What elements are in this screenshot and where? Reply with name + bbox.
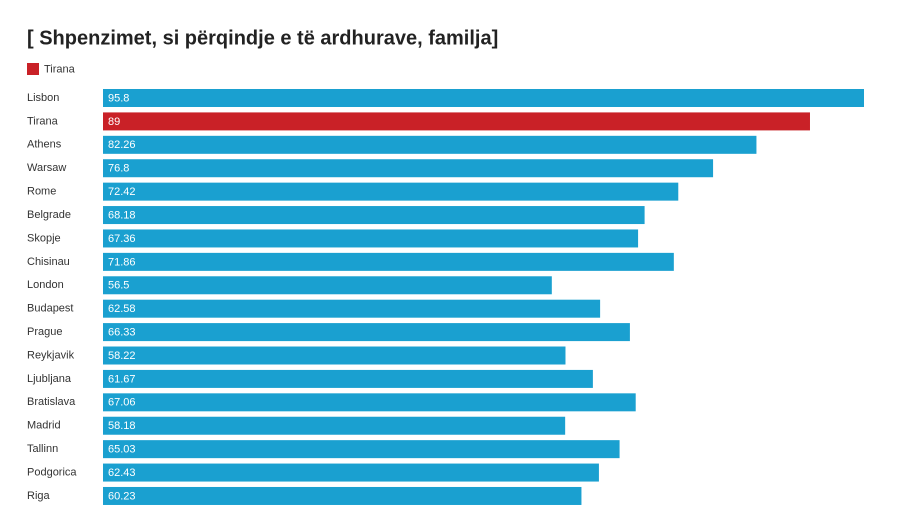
value-label: 76.8 <box>108 163 129 175</box>
y-tick-label: Belgrade <box>27 209 71 221</box>
bar <box>103 369 593 388</box>
y-tick-label: Bratislava <box>27 396 76 408</box>
value-label: 95.8 <box>108 92 129 104</box>
bar <box>103 159 714 178</box>
value-label: 58.22 <box>108 350 136 362</box>
value-label: 62.43 <box>108 467 136 479</box>
y-tick-label: Reykjavik <box>27 349 75 361</box>
value-label: 66.33 <box>108 327 136 339</box>
y-tick-label: Warsaw <box>27 162 66 174</box>
bar <box>103 229 639 248</box>
legend-label: Tirana <box>44 63 76 75</box>
bar <box>103 323 630 342</box>
bar <box>103 393 636 412</box>
bar <box>103 299 601 318</box>
y-tick-label: Ljubljana <box>27 373 72 385</box>
bar <box>103 486 582 505</box>
bar <box>103 112 810 131</box>
bar <box>103 440 620 459</box>
bar <box>103 206 645 225</box>
bar <box>103 416 566 435</box>
value-label: 67.06 <box>108 397 136 409</box>
value-label: 60.23 <box>108 490 136 502</box>
chart-title: [ Shpenzimet, si përqindje e të ardhurav… <box>27 27 498 49</box>
y-tick-label: Prague <box>27 326 62 338</box>
y-tick-label: Chisinau <box>27 256 70 268</box>
y-tick-label: Tallinn <box>27 443 58 455</box>
bar <box>103 135 757 154</box>
bar <box>103 463 599 482</box>
value-label: 82.26 <box>108 139 136 151</box>
y-tick-label: Athens <box>27 139 62 151</box>
value-label: 67.36 <box>108 233 136 245</box>
y-tick-label: Tirana <box>27 115 59 127</box>
y-tick-label: Skopje <box>27 232 61 244</box>
value-label: 62.58 <box>108 303 136 315</box>
value-label: 58.18 <box>108 420 136 432</box>
y-tick-label: Rome <box>27 186 56 198</box>
y-tick-label: Madrid <box>27 420 61 432</box>
bar <box>103 252 674 271</box>
value-label: 61.67 <box>108 373 136 385</box>
value-label: 71.86 <box>108 256 136 268</box>
y-tick-label: Riga <box>27 490 51 502</box>
bar <box>103 346 566 365</box>
bar <box>103 182 679 201</box>
value-label: 89 <box>108 116 120 128</box>
y-tick-label: Lisbon <box>27 92 59 104</box>
legend-swatch <box>27 63 39 75</box>
value-label: 56.5 <box>108 280 129 292</box>
value-label: 72.42 <box>108 186 136 198</box>
value-label: 68.18 <box>108 209 136 221</box>
bar <box>103 89 864 107</box>
bar <box>103 276 552 295</box>
y-tick-label: Podgorica <box>27 466 77 478</box>
y-tick-label: Budapest <box>27 303 73 315</box>
y-tick-label: London <box>27 279 64 291</box>
value-label: 65.03 <box>108 444 136 456</box>
